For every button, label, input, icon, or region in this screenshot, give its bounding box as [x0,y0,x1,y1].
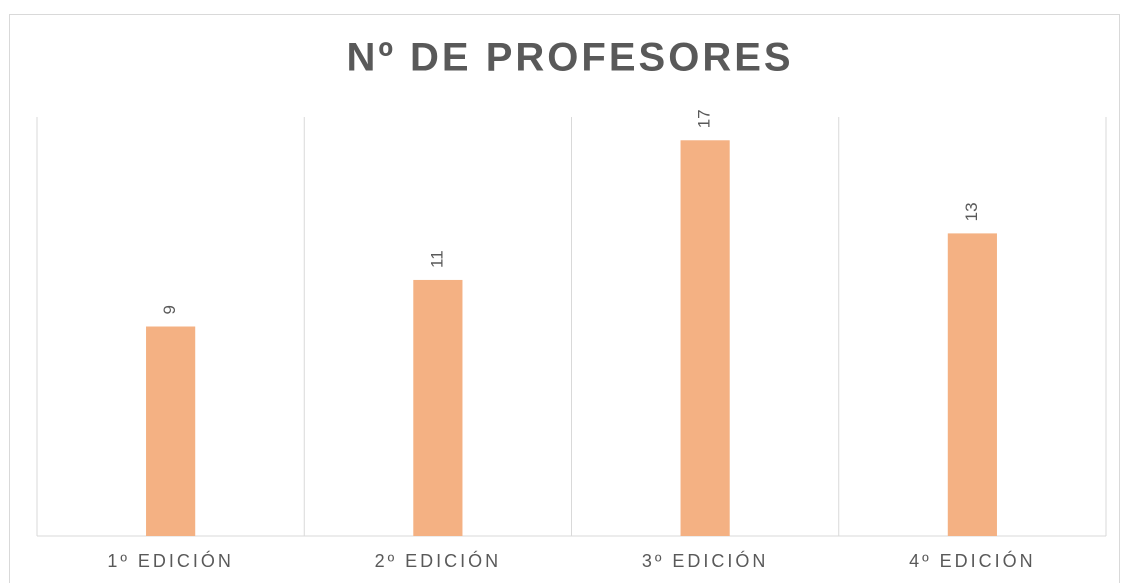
x-tick-label: 2º EDICIÓN [375,550,502,571]
data-label: 11 [427,250,446,268]
x-tick-label: 1º EDICIÓN [107,550,234,571]
bar [680,140,730,536]
bar [947,233,997,536]
chart-title: Nº DE PROFESORES [346,36,793,80]
bar [413,279,463,536]
bar [146,326,196,536]
x-tick-label: 3º EDICIÓN [642,550,769,571]
data-label: 13 [962,202,981,221]
x-tick-label: 4º EDICIÓN [909,550,1036,571]
data-label: 9 [160,305,179,314]
data-label: 17 [695,109,714,128]
